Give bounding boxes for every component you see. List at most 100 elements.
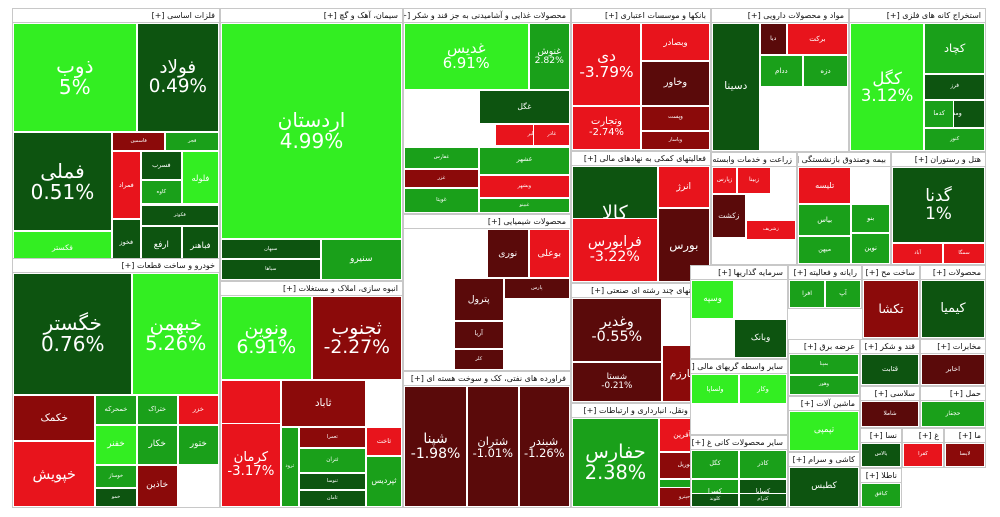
stock-tile[interactable]: وغدیر -0.55%: [572, 298, 662, 363]
stock-tile[interactable]: تلیسه: [798, 167, 852, 204]
stock-tile[interactable]: قثابت: [861, 354, 919, 385]
stock-tile[interactable]: نوین: [851, 232, 890, 264]
sector-title[interactable]: محصولات شیمیایی [+]: [404, 215, 570, 229]
stock-tile[interactable]: وسپه: [691, 280, 735, 319]
stock-tile[interactable]: کاوه: [140, 180, 182, 205]
stock-tile[interactable]: ثنوسا: [298, 473, 366, 491]
stock-tile[interactable]: خمو: [95, 488, 137, 507]
stock-tile[interactable]: کدما: [924, 99, 954, 128]
sector-title[interactable]: ناطلا [+]: [861, 469, 901, 483]
stock-tile[interactable]: دزه: [803, 55, 848, 87]
stock-tile[interactable]: سیاها: [221, 259, 321, 280]
stock-tile[interactable]: کنور: [924, 127, 985, 151]
sector-title[interactable]: هتل و رستوران [+]: [892, 153, 985, 167]
stock-tile[interactable]: سمگا: [943, 242, 985, 264]
stock-tile[interactable]: ختراک: [136, 394, 178, 426]
sector-title[interactable]: ما [+]: [945, 429, 985, 443]
stock-tile[interactable]: نوری: [487, 229, 529, 279]
stock-tile[interactable]: خزر: [177, 394, 219, 426]
stock-tile[interactable]: غفارس: [404, 146, 479, 170]
sector-title[interactable]: فراورده های نفتی، کک و سوخت هسته ای [+]: [404, 372, 570, 386]
stock-tile[interactable]: ولساپا: [691, 374, 739, 404]
stock-tile[interactable]: بالاس: [861, 443, 901, 467]
sector-title[interactable]: رایانه و فعالیته [+]: [789, 266, 861, 280]
stock-tile[interactable]: لابسا: [945, 443, 985, 467]
stock-tile[interactable]: وپاسار: [641, 130, 710, 150]
stock-tile[interactable]: زشریف: [745, 220, 796, 240]
sector-title[interactable]: زراعت و خدمات وابسته [+]: [712, 153, 796, 167]
stock-tile[interactable]: خپویش: [13, 441, 96, 507]
sector-title[interactable]: غ [+]: [903, 429, 943, 443]
stock-tile[interactable]: پارس: [503, 278, 570, 300]
stock-tile[interactable]: حفارس 2.38%: [572, 418, 659, 507]
stock-tile[interactable]: فخوز: [111, 219, 141, 265]
stock-tile[interactable]: سنیرو: [320, 238, 402, 280]
stock-tile[interactable]: تکشا: [863, 280, 919, 338]
stock-tile[interactable]: شاملا: [861, 401, 919, 427]
stock-tile[interactable]: برکت: [786, 23, 848, 55]
stock-tile[interactable]: ددام: [759, 55, 804, 87]
stock-tile[interactable]: وپست: [641, 105, 710, 131]
sector-title[interactable]: بیمه وصندوق بازنشستگی [+]: [798, 153, 890, 167]
stock-tile[interactable]: خکار: [136, 425, 178, 465]
stock-tile[interactable]: خوساز: [95, 464, 137, 489]
stock-tile[interactable]: غویتا: [404, 188, 479, 213]
sector-title[interactable]: ساخت مح [+]: [863, 266, 919, 280]
stock-tile[interactable]: خفنر: [95, 425, 137, 465]
stock-tile[interactable]: انرژ: [657, 166, 710, 208]
stock-tile[interactable]: کچاد: [924, 23, 985, 75]
sector-title[interactable]: بانکها و موسسات اعتباری [+]: [572, 9, 710, 23]
stock-tile[interactable]: فملی 0.51%: [13, 131, 112, 232]
stock-tile[interactable]: کلر: [453, 348, 504, 370]
sector-title[interactable]: حمل ونقل، انبارداری و ارتباطات [+]: [572, 404, 710, 418]
stock-tile[interactable]: وکار: [739, 374, 787, 404]
stock-tile[interactable]: بورس: [657, 207, 710, 282]
sector-title[interactable]: محصولات غذایی و آشامیدنی به جز قند و شکر…: [404, 9, 570, 23]
stock-tile[interactable]: فمراد: [111, 151, 141, 219]
stock-tile[interactable]: ثتران: [298, 447, 366, 474]
sector-title[interactable]: استخراج کانه های فلزی [+]: [850, 9, 985, 23]
stock-tile[interactable]: فلوله: [181, 151, 219, 205]
stock-tile[interactable]: دیا: [759, 23, 787, 55]
sector-title[interactable]: ماشین آلات [+]: [789, 397, 859, 411]
stock-tile[interactable]: آریا: [453, 320, 504, 349]
sector-title[interactable]: عرضه برق [+]: [789, 340, 859, 354]
stock-tile[interactable]: بیاس: [798, 203, 852, 236]
stock-tile[interactable]: خکمک: [13, 394, 96, 442]
sector-title[interactable]: سلاسی [+]: [861, 387, 919, 401]
stock-tile[interactable]: وتجارت -2.74%: [572, 105, 641, 150]
stock-tile[interactable]: وبانک: [734, 319, 787, 358]
stock-tile[interactable]: شبندر -1.26%: [518, 386, 570, 507]
stock-tile[interactable]: زکشت: [712, 194, 746, 238]
sector-title[interactable]: سرمایه گذاریها [+]: [691, 266, 787, 280]
stock-tile[interactable]: ثجنوب -2.27%: [311, 296, 402, 381]
stock-tile[interactable]: وبصادر: [641, 23, 710, 62]
stock-tile[interactable]: ختور: [177, 425, 219, 465]
stock-tile[interactable]: شتران -1.01%: [467, 386, 519, 507]
stock-tile[interactable]: کبافق: [861, 483, 901, 507]
stock-tile[interactable]: افرا: [789, 280, 825, 308]
stock-tile[interactable]: ثعمرا: [298, 426, 366, 448]
stock-tile[interactable]: سبهان: [221, 238, 321, 260]
stock-tile[interactable]: کطبس: [789, 467, 859, 507]
sector-title[interactable]: مخابرات [+]: [921, 340, 985, 354]
sector-title[interactable]: حمل [+]: [921, 387, 985, 401]
stock-tile[interactable]: شپنا -1.98%: [404, 386, 468, 507]
stock-tile[interactable]: کلوند: [691, 492, 739, 507]
stock-tile[interactable]: خاذین: [136, 464, 178, 507]
stock-tile[interactable]: ذوب 5%: [13, 23, 137, 132]
stock-tile[interactable]: کیمیا: [921, 280, 985, 338]
stock-tile[interactable]: فرز: [924, 74, 985, 100]
stock-tile[interactable]: بنو: [851, 203, 890, 233]
stock-tile[interactable]: کگل 3.12%: [850, 23, 925, 151]
stock-tile[interactable]: شستا -0.21%: [572, 362, 662, 402]
sector-title[interactable]: فعالیتهای کمکی به نهادهای مالی [+]: [572, 152, 710, 166]
stock-tile[interactable]: غاذر: [533, 123, 570, 147]
stock-tile[interactable]: ثپردیس: [365, 456, 402, 507]
stock-tile[interactable]: بمپنا: [789, 354, 859, 375]
stock-tile[interactable]: میهن: [798, 235, 852, 264]
stock-tile[interactable]: غدیس 6.91%: [404, 23, 529, 90]
stock-tile[interactable]: وخاور: [641, 61, 710, 106]
sector-title[interactable]: قند و شکر [+]: [861, 340, 919, 354]
stock-tile[interactable]: غشهر: [478, 146, 570, 175]
